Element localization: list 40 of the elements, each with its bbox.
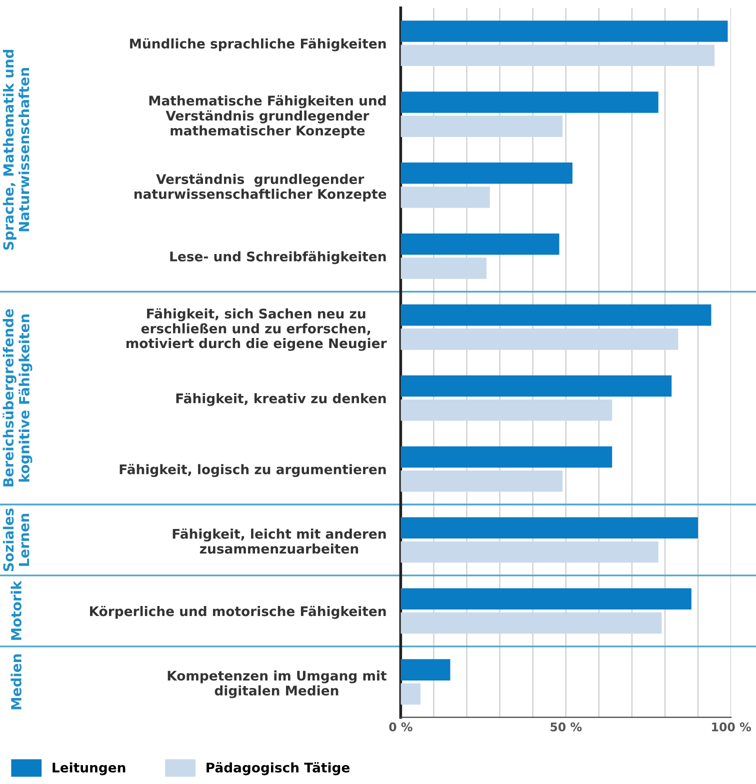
text: Soziales Lernen [2, 508, 30, 572]
bar [400, 683, 420, 705]
y-tick-label: Fähigkeit, kreativ zu denken [176, 392, 386, 406]
bar [400, 186, 490, 208]
bar [400, 399, 612, 421]
bar [400, 446, 612, 468]
bar [400, 375, 672, 397]
y-tick-label: Fähigkeit, leicht mit anderen zusammenzuarbeiten [172, 528, 386, 554]
y-tick-label: Fähigkeit, sich Sachen neu zu erschließen und zu erforschen, motiviert durch die eigene Neugier [126, 308, 387, 351]
x-tick-label: 50 % [550, 722, 582, 732]
bar [400, 116, 563, 137]
x-tick-label: 100 % [712, 722, 751, 732]
bar [400, 659, 450, 680]
y-tick-label: Mündliche sprachliche Fähigkeiten [130, 38, 386, 52]
text: Motorik [10, 580, 22, 640]
bar [400, 541, 658, 563]
y-tick-label: Verständnis grundlegender naturwissenschaftlicher Konzepte [134, 174, 386, 202]
y-tick-label: Kompetenzen im Umgang mit digitalen Medien [168, 670, 386, 698]
bar [400, 304, 712, 326]
bar [400, 258, 487, 279]
legend-label: Leitungen [52, 762, 126, 776]
bar [400, 612, 662, 634]
y-tick-label: Fähigkeit, logisch zu argumentieren [120, 464, 386, 477]
bar [400, 328, 678, 350]
bar [400, 92, 658, 113]
y-tick-label: Körperliche und motorische Fähigkeiten [90, 606, 386, 619]
bar [400, 470, 563, 492]
text: Bereichsübergreifende kognitive Fähigkeiten [2, 309, 32, 486]
bar [400, 20, 728, 42]
y-tick-label: Lese- und Schreibfähigkeiten [170, 251, 386, 264]
bar [400, 588, 692, 610]
bar [400, 44, 715, 66]
x-tick-label: 0 % [389, 722, 412, 732]
y-tick-label: Mathematische Fähigkeiten und Verständnis grundlegender mathematischer Konzepte [149, 95, 386, 138]
legend-label: Pädagogisch Tätige [206, 762, 350, 776]
text: Medien [10, 654, 22, 710]
bar [400, 517, 698, 539]
bar [400, 233, 560, 255]
text: Sprache, Mathematik und Naturwissenschaften [2, 50, 30, 250]
bar [400, 162, 572, 184]
